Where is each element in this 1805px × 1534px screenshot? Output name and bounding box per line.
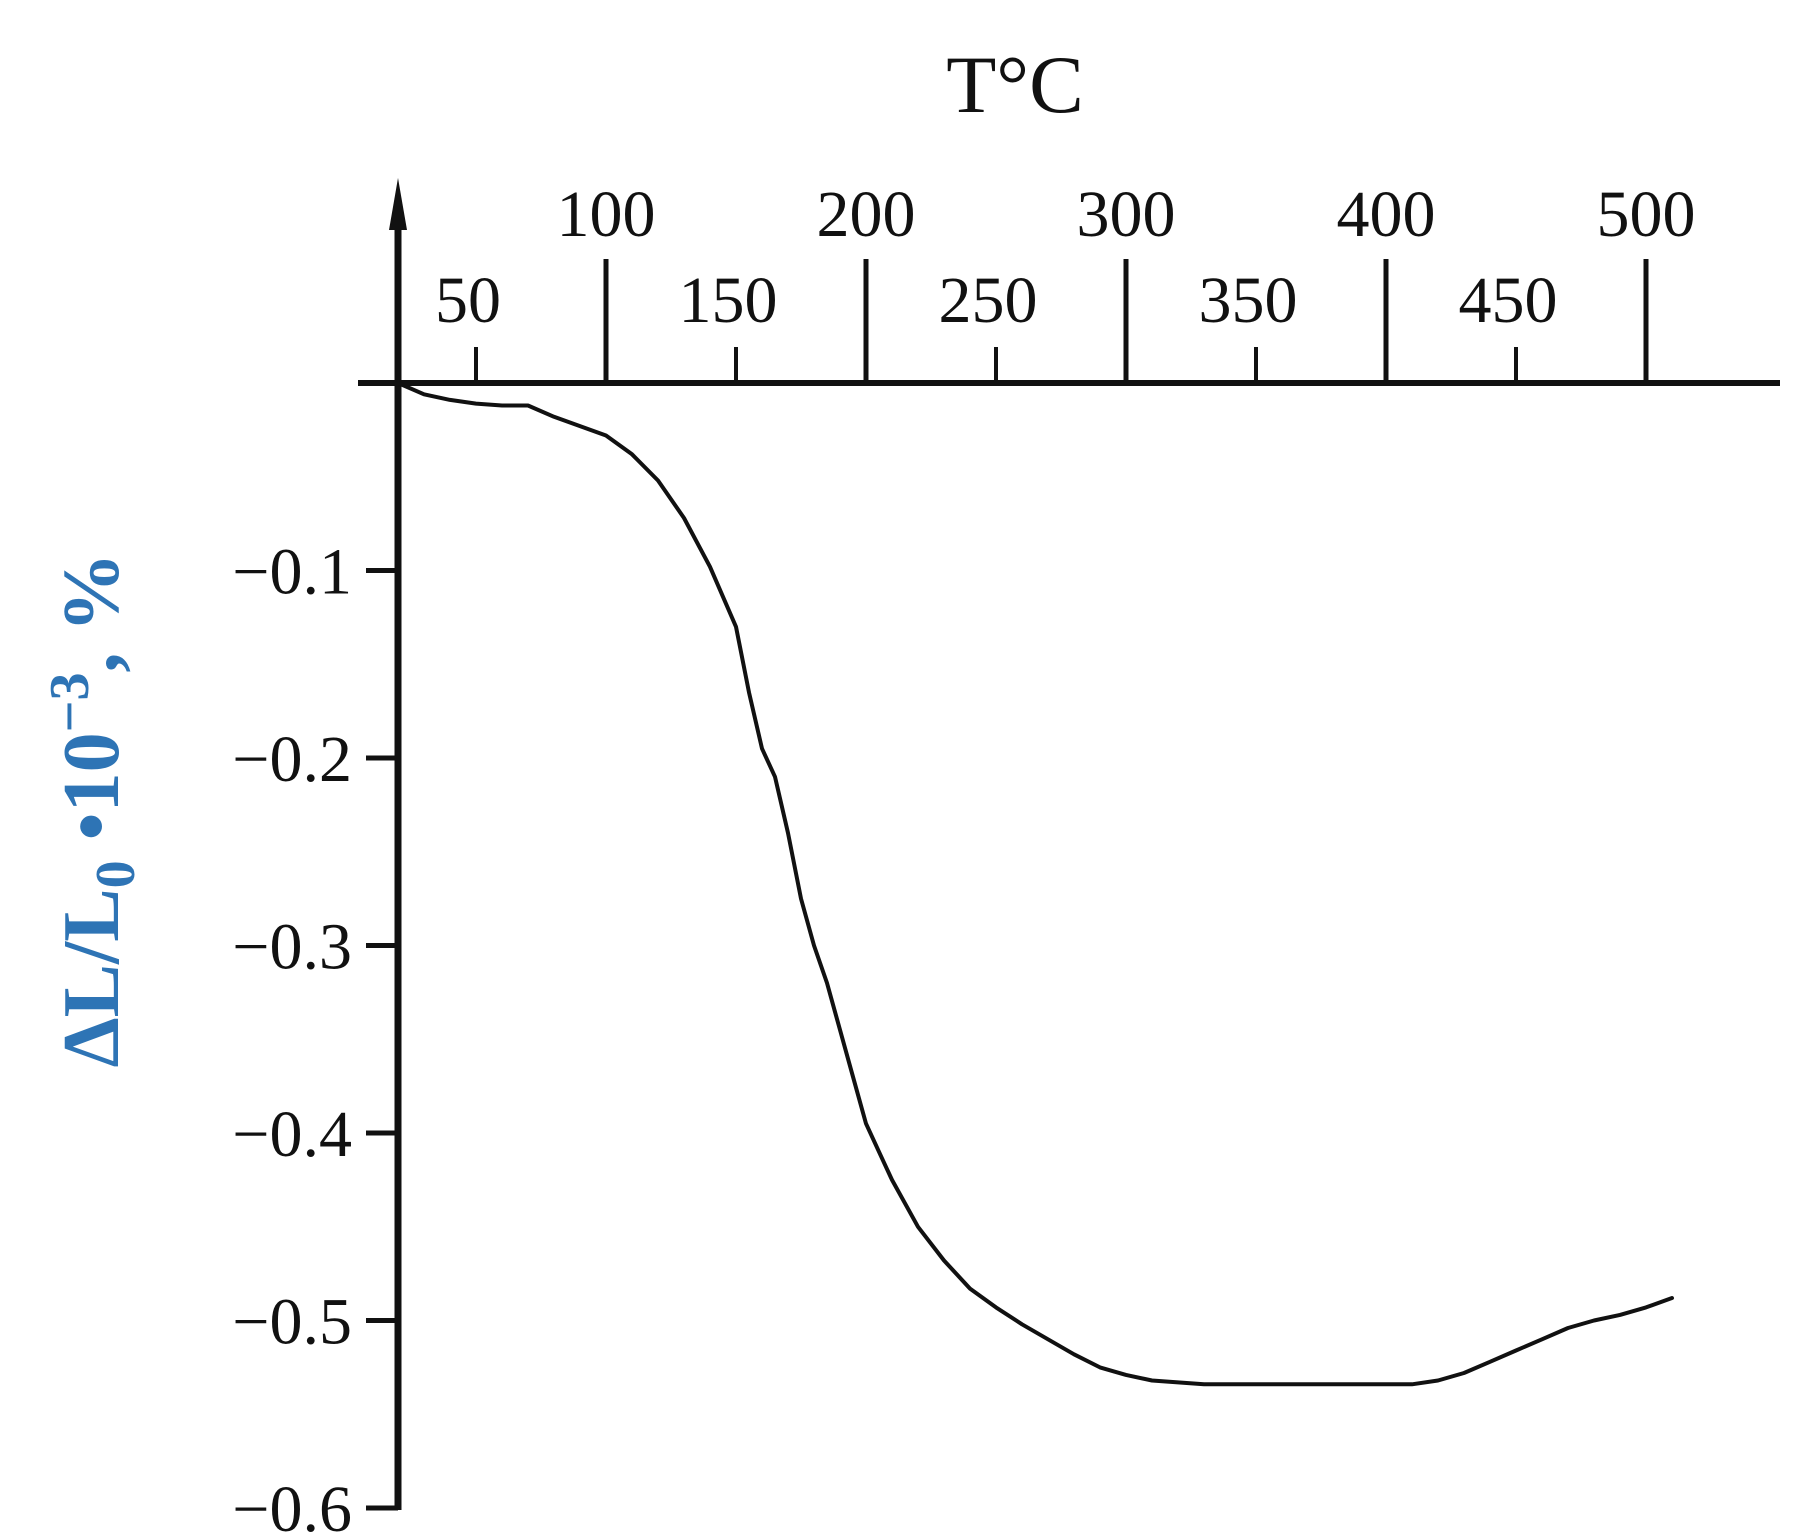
x-tick-label-minor: 150	[679, 264, 778, 337]
x-tick-label-minor: 450	[1459, 264, 1558, 337]
y-tick-label: −0.6	[232, 1473, 352, 1534]
x-tick-label-major: 300	[1077, 178, 1176, 251]
x-tick-label-major: 500	[1597, 178, 1696, 251]
y-axis-title-middle: •10	[48, 732, 136, 860]
y-ticks: −0.1 −0.2 −0.3 −0.4 −0.5 −0.6	[232, 536, 398, 1534]
axes	[358, 178, 1780, 1510]
y-tick-label: −0.5	[232, 1286, 352, 1359]
x-tick-label-minor: 350	[1199, 264, 1298, 337]
y-tick-label: −0.2	[232, 723, 352, 796]
y-axis-title: ΔL/L0 •10−3, %	[39, 552, 147, 1067]
y-axis-title-group: ΔL/L0 •10−3, %	[39, 552, 147, 1067]
x-tick-label-major: 400	[1337, 178, 1436, 251]
x-tick-label-minor: 250	[939, 264, 1038, 337]
plot-area	[396, 381, 1674, 1387]
series-line	[396, 381, 1674, 1387]
x-tick-label-major: 100	[557, 178, 656, 251]
y-tick-label: −0.1	[232, 536, 352, 609]
y-axis-title-main: ΔL/L	[48, 888, 136, 1067]
x-ticks: 100 200 300 400 500 50 150 250 350 450	[435, 178, 1696, 383]
y-axis-title-suffix: , %	[48, 552, 136, 672]
x-axis-title: T°C	[946, 39, 1084, 130]
x-tick-label-major: 200	[817, 178, 916, 251]
y-tick-label: −0.3	[232, 911, 352, 984]
y-axis-arrow	[389, 178, 407, 230]
x-tick-label-minor: 50	[435, 264, 501, 337]
y-axis-title-subscript: 0	[85, 860, 147, 888]
y-axis-title-superscript: −3	[39, 672, 101, 732]
y-tick-label: −0.4	[232, 1098, 352, 1171]
